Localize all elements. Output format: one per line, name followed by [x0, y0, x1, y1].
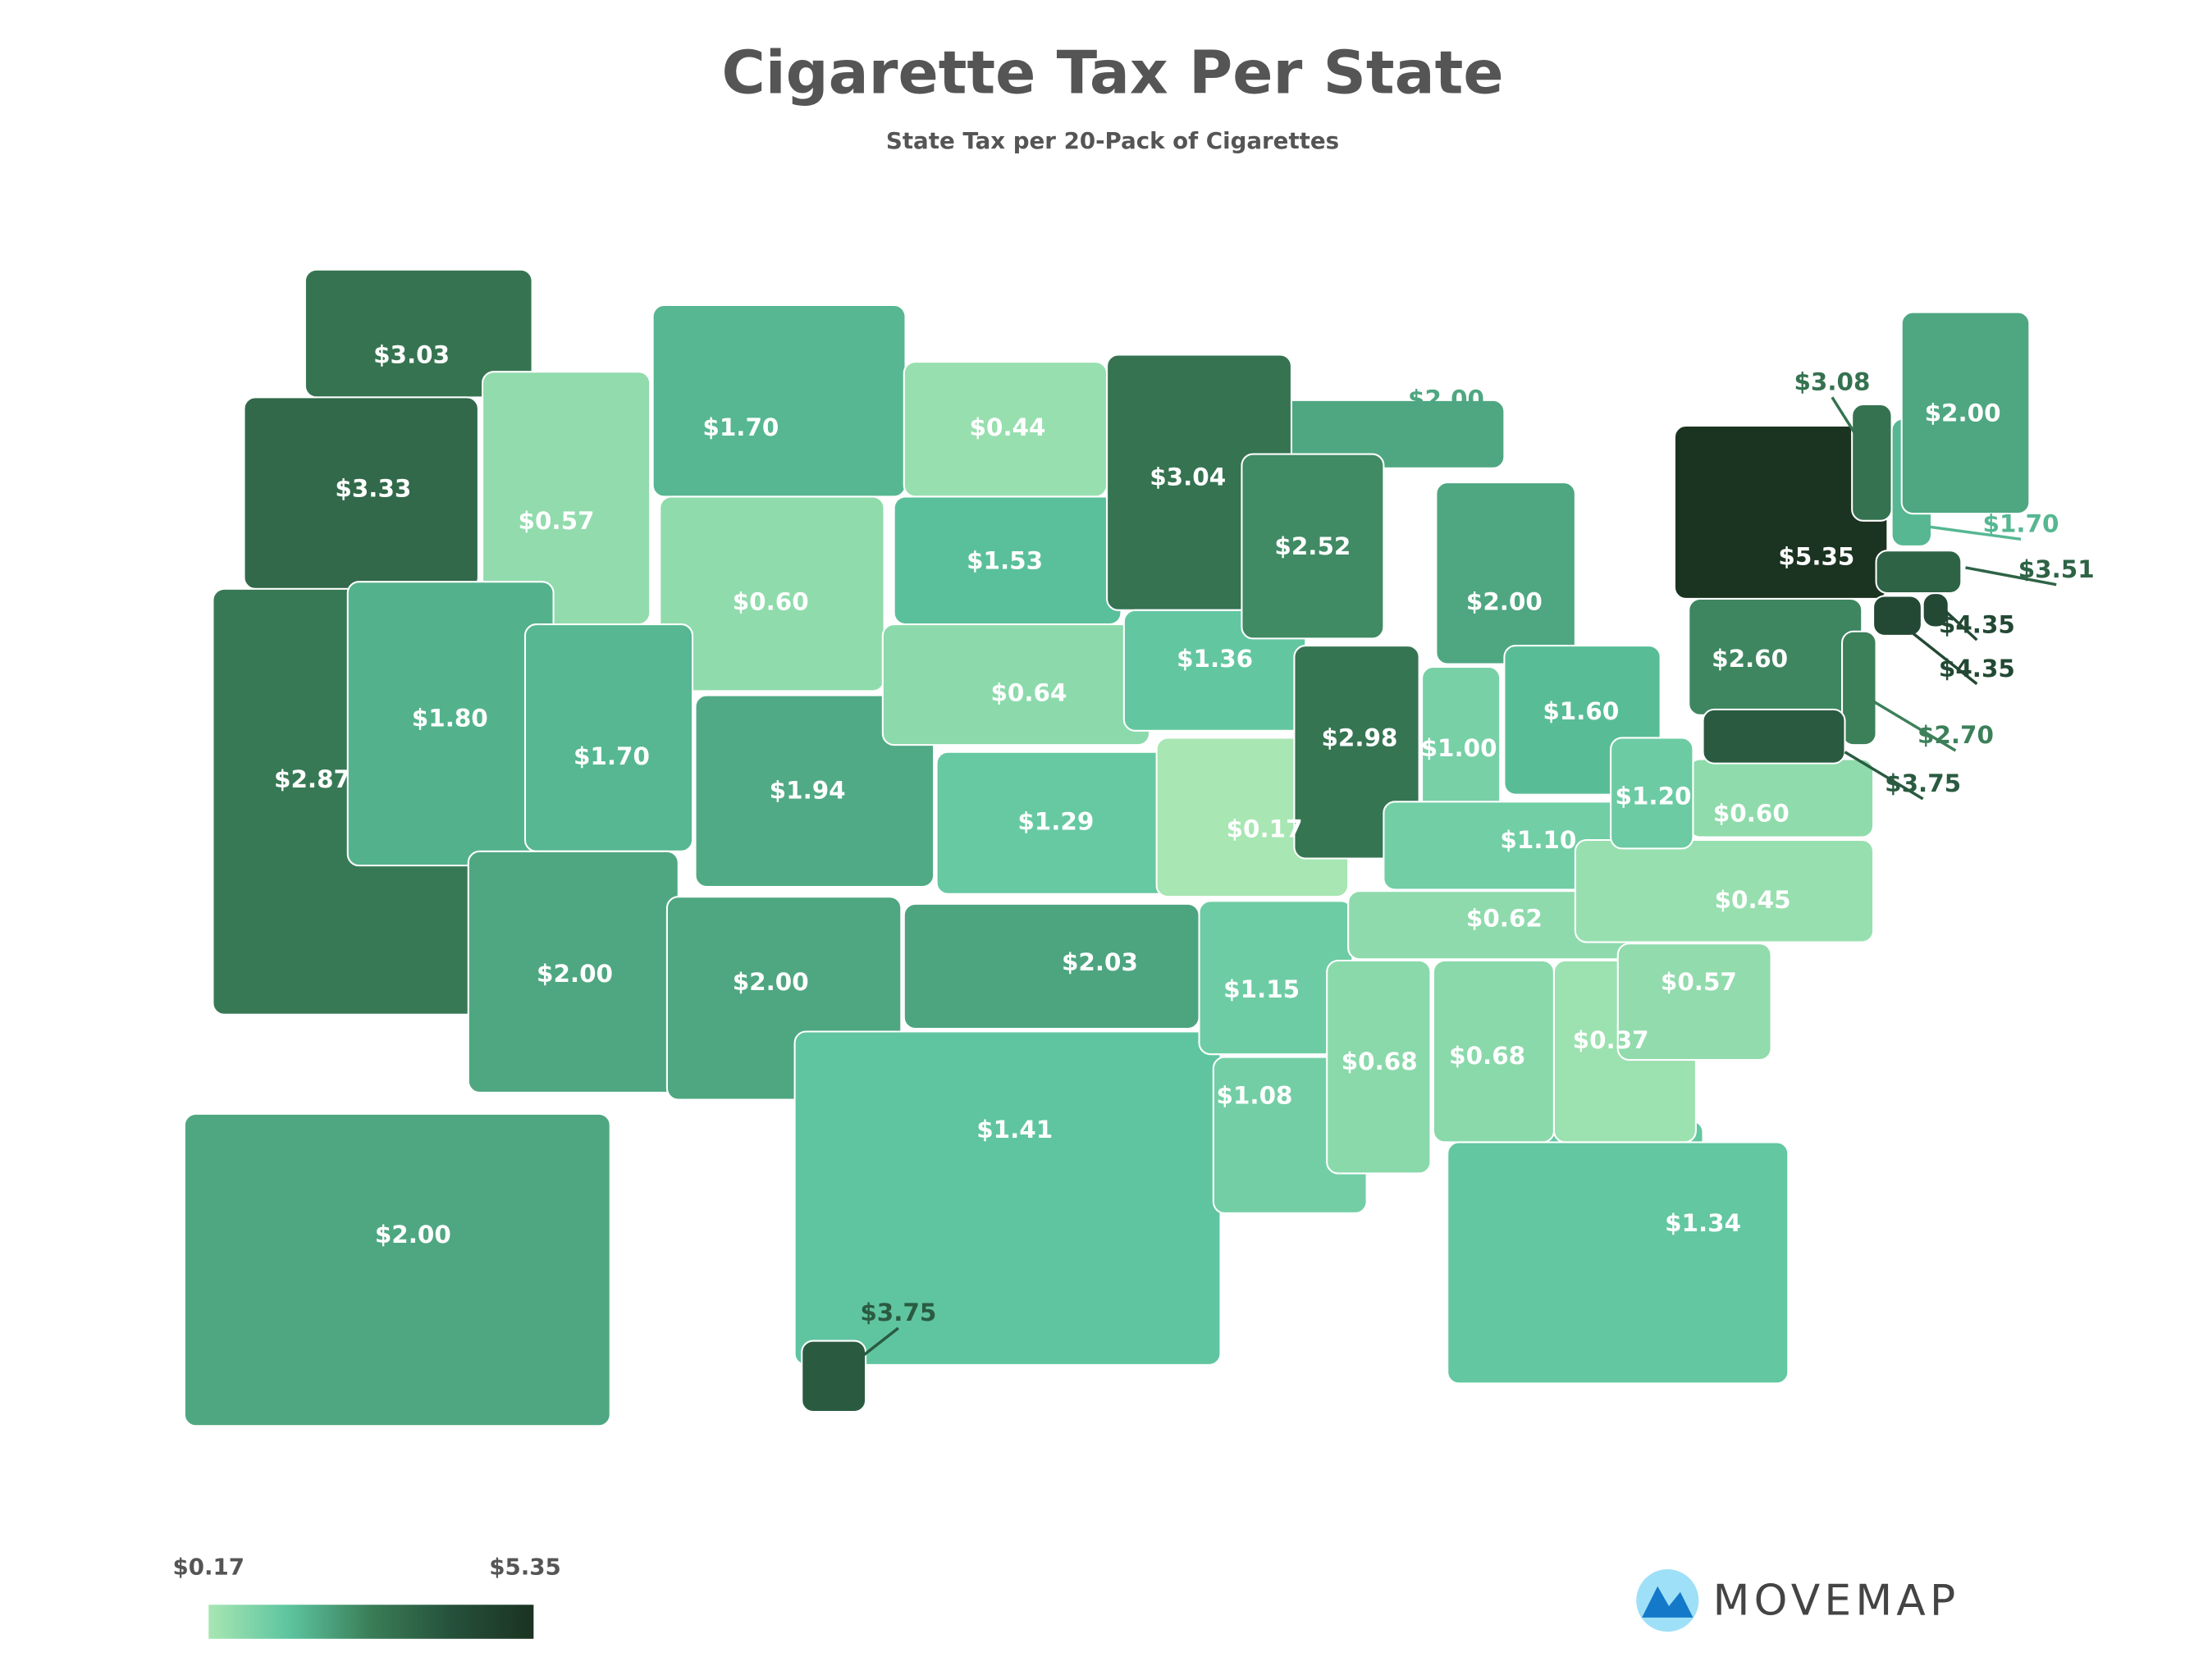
value-label: $2.60 — [1712, 645, 1788, 673]
value-label: $1.36 — [1177, 645, 1253, 673]
value-label: $2.98 — [1321, 724, 1397, 752]
state-region — [1922, 592, 1949, 628]
state-region — [1841, 630, 1877, 746]
value-label: $2.00 — [1408, 385, 1484, 413]
value-label: $1.15 — [1223, 975, 1300, 1003]
value-label: $0.62 — [1466, 904, 1543, 932]
value-label: $4.35 — [1939, 655, 2015, 682]
value-label: $1.08 — [1217, 1082, 1293, 1110]
value-label: $2.70 — [1917, 721, 1994, 749]
state-region — [1875, 550, 1963, 595]
value-label: $1.70 — [1983, 510, 2059, 538]
value-label: $5.35 — [1778, 542, 1854, 570]
state-region — [1851, 403, 1893, 522]
value-label: $1.53 — [967, 546, 1043, 574]
state-region — [1326, 959, 1432, 1175]
value-label: $0.68 — [1342, 1048, 1418, 1075]
value-label: $0.45 — [1715, 886, 1791, 914]
value-label: $1.94 — [770, 777, 846, 805]
leader-line — [1396, 413, 1447, 453]
value-label: $0.60 — [1713, 799, 1789, 827]
chart-subtitle: State Tax per 20-Pack of Cigarettes — [886, 127, 1339, 154]
value-label: $2.00 — [537, 960, 613, 988]
logo-text: MOVEMAP — [1713, 1577, 1960, 1626]
state-region — [1447, 1141, 1789, 1385]
value-label: $0.37 — [1573, 1026, 1649, 1054]
leader-line — [1965, 566, 2057, 587]
state-region — [1435, 482, 1576, 665]
value-label: $1.00 — [1421, 734, 1497, 762]
value-label: $1.10 — [1500, 826, 1576, 854]
state-region — [694, 694, 935, 888]
state-region — [793, 1030, 1222, 1366]
legend-max-label: $5.35 — [489, 1553, 560, 1580]
value-label: $1.20 — [1616, 783, 1692, 810]
value-label: $2.00 — [1925, 399, 2001, 427]
states — [183, 268, 2031, 1427]
value-label: $3.08 — [1794, 368, 1870, 396]
value-label: $0.64 — [990, 678, 1067, 706]
leader-line — [1863, 694, 1957, 752]
value-label: $0.17 — [1227, 815, 1303, 842]
state-region — [1872, 595, 1922, 637]
value-label: $1.34 — [1665, 1209, 1741, 1237]
value-label: $3.75 — [1885, 769, 1961, 797]
logo: MOVEMAP — [1636, 1569, 1960, 1632]
state-region — [1900, 311, 2031, 515]
state-region — [801, 1340, 867, 1413]
value-label: $1.60 — [1543, 697, 1619, 725]
value-label: $0.57 — [1661, 968, 1737, 996]
chart-title: Cigarette Tax Per State — [721, 39, 1503, 107]
value-label: $1.70 — [702, 413, 779, 441]
state-region — [1610, 737, 1694, 850]
state-region — [651, 304, 907, 498]
value-label: $3.33 — [335, 474, 411, 502]
legend-min-label: $0.17 — [173, 1553, 245, 1580]
value-label: $0.68 — [1449, 1042, 1525, 1070]
value-label: $0.60 — [733, 588, 809, 616]
state-region — [1616, 943, 1772, 1061]
value-label: $0.44 — [970, 413, 1046, 441]
value-label: $1.70 — [574, 742, 650, 770]
value-label: $1.29 — [1017, 808, 1094, 836]
logo-mountain — [1642, 1586, 1693, 1618]
value-label: $4.35 — [1939, 610, 2015, 638]
value-label: $2.03 — [1062, 948, 1138, 976]
state-region — [1241, 453, 1385, 640]
value-label: $0.57 — [519, 507, 595, 535]
logo-icon — [1636, 1569, 1699, 1632]
state-region — [523, 623, 694, 852]
legend-gradient — [208, 1605, 534, 1639]
leader-line — [1844, 751, 1924, 801]
value-label: $2.00 — [375, 1221, 451, 1249]
value-label: $3.04 — [1150, 463, 1226, 491]
leader-line — [1915, 523, 2022, 541]
state-region — [1702, 708, 1846, 765]
value-label: $3.51 — [2018, 555, 2095, 583]
leader-line — [839, 1326, 899, 1375]
leader-line — [1900, 623, 1978, 686]
leader-line — [1831, 396, 1867, 453]
value-label: $1.41 — [976, 1116, 1053, 1144]
value-label: $2.52 — [1274, 532, 1351, 560]
leader-line — [1940, 606, 1978, 641]
value-label: $2.87 — [274, 765, 350, 793]
value-label: $1.80 — [412, 704, 488, 732]
state-region — [659, 495, 885, 692]
value-label: $2.00 — [733, 968, 809, 996]
value-label: $3.75 — [860, 1299, 936, 1326]
state-region — [903, 902, 1200, 1030]
state-region — [183, 1112, 611, 1427]
value-label: $2.00 — [1466, 588, 1543, 616]
value-label: $3.03 — [373, 341, 450, 369]
state-region — [1574, 838, 1875, 943]
